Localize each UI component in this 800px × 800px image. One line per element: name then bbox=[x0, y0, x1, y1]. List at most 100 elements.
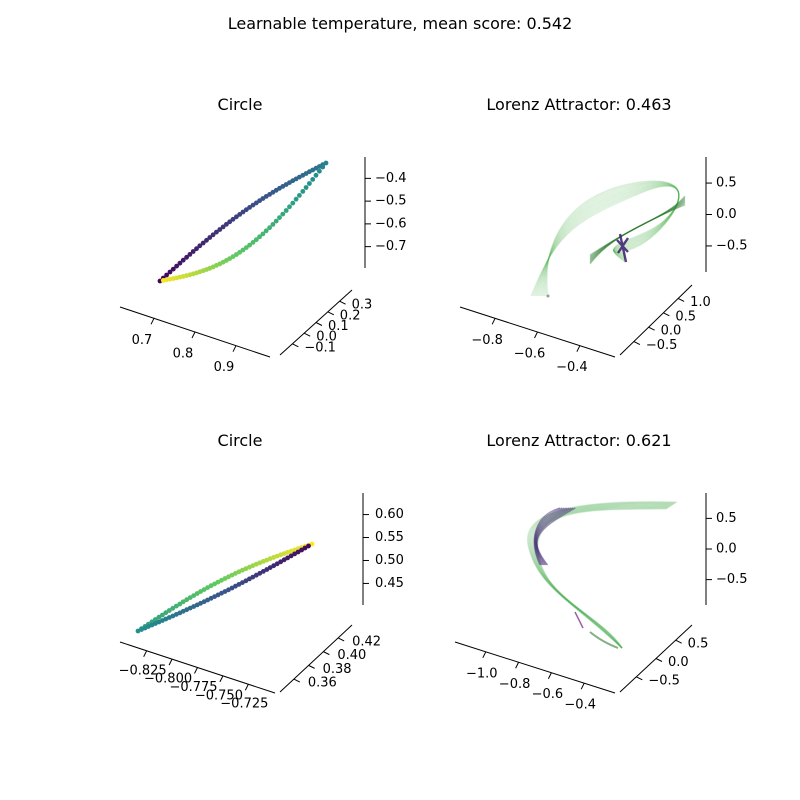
circle2-z-axis-tick-label: 0.45 bbox=[375, 576, 404, 591]
circle1-x-axis-tick bbox=[232, 345, 237, 352]
lorenz2-trajectory bbox=[535, 506, 669, 649]
lorenz1-y-axis-tick-label: 1.0 bbox=[690, 295, 711, 310]
circle2-point bbox=[292, 551, 297, 557]
lorenz2-core bbox=[535, 507, 570, 566]
circle1-point bbox=[220, 224, 226, 230]
lorenz2-core bbox=[534, 507, 567, 566]
circle1-point bbox=[234, 214, 239, 220]
circle1-point bbox=[177, 260, 183, 266]
lorenz1-core bbox=[616, 233, 629, 263]
circle1-point bbox=[287, 204, 292, 210]
lorenz2-trajectory bbox=[526, 500, 678, 649]
lorenz2-trajectory bbox=[537, 508, 667, 649]
panel-lorenz-top: −0.8−0.6−0.4−0.50.00.51.00.50.0−0.5 bbox=[459, 157, 748, 375]
circle1-point bbox=[267, 225, 272, 231]
lorenz2-z-axis-tick-label: −0.5 bbox=[716, 572, 748, 587]
panel-title-3: Circle bbox=[218, 431, 263, 450]
circle1-x-axis-tick-label: 0.9 bbox=[214, 360, 235, 375]
lorenz1-trajectory bbox=[589, 197, 686, 263]
circle2-point bbox=[257, 570, 263, 576]
circle1-point bbox=[237, 212, 243, 217]
circle2-x-axis-tick bbox=[168, 658, 173, 666]
circle1-point bbox=[297, 193, 302, 198]
circle2-y-axis-tick bbox=[293, 678, 301, 683]
circle2-x-axis-tick bbox=[219, 675, 224, 683]
circle2-point bbox=[180, 599, 186, 605]
panel-circle-bottom: −0.825−0.800−0.775−0.750−0.7250.360.380.… bbox=[119, 493, 404, 712]
circle2-z-axis-tick-label: 0.50 bbox=[375, 553, 404, 568]
circle2-y-axis-line bbox=[279, 624, 353, 693]
circle2-point bbox=[267, 565, 273, 570]
circle1-point bbox=[224, 221, 229, 227]
circle2-point bbox=[170, 605, 176, 611]
lorenz1-trajectory bbox=[589, 202, 686, 258]
lorenz2-trajectory bbox=[530, 503, 674, 649]
circle1-point bbox=[263, 228, 269, 234]
lorenz2-z-axis-tick-label: 0.0 bbox=[716, 542, 737, 557]
circle1-point bbox=[187, 252, 193, 257]
lorenz1-trajectory bbox=[589, 199, 686, 261]
circle1-point bbox=[247, 205, 253, 210]
lorenz2-trajectory bbox=[534, 506, 670, 649]
lorenz1-y-axis-tick-label: −0.5 bbox=[646, 338, 678, 353]
circle2-point bbox=[173, 603, 179, 609]
circle1-point bbox=[303, 185, 309, 190]
circle2-x-axis-tick bbox=[244, 684, 249, 691]
circle1-y-axis-tick-label: 0.3 bbox=[352, 298, 373, 313]
circle1-x-axis-tick-label: 0.7 bbox=[132, 333, 153, 348]
lorenz1-y-axis-tick-label: 0.0 bbox=[661, 324, 682, 339]
circle1-y-axis-tick bbox=[339, 300, 346, 305]
circle1-z-axis-tick-label: −0.6 bbox=[375, 216, 407, 231]
circle2-y-axis-tick-label: 0.38 bbox=[323, 662, 352, 677]
circle1-point bbox=[204, 237, 209, 243]
lorenz2-y-axis-tick-label: 0.5 bbox=[688, 637, 709, 652]
lorenz2-x-axis-tick-label: −0.8 bbox=[499, 677, 531, 692]
circle2-z-axis-tick-label: 0.60 bbox=[375, 507, 404, 522]
lorenz2-trajectory bbox=[529, 502, 675, 649]
circle1-point bbox=[214, 229, 219, 235]
lorenz1-trajectory bbox=[589, 203, 686, 257]
lorenz1-y-axis-tick-label: 0.5 bbox=[675, 309, 696, 324]
circle1-point bbox=[197, 243, 203, 249]
lorenz2-y-axis-tick-label: 0.0 bbox=[668, 655, 689, 670]
circle1-point bbox=[313, 172, 319, 178]
lorenz1-x-axis-tick bbox=[576, 345, 581, 352]
circle1-y-axis-tick bbox=[292, 343, 299, 348]
circle1-point bbox=[307, 181, 312, 186]
circle2-x-axis-tick bbox=[143, 650, 148, 657]
lorenz2-trajectory bbox=[531, 504, 673, 649]
circle1-point bbox=[160, 278, 166, 283]
circle1-x-axis-tick bbox=[150, 318, 155, 325]
lorenz2-x-axis-tick-label: −0.6 bbox=[532, 687, 564, 702]
circle2-x-axis-tick-label: −0.725 bbox=[220, 697, 268, 712]
circle2-x-axis-tick-label: −0.825 bbox=[119, 663, 167, 678]
circle1-point bbox=[253, 237, 259, 243]
circle1-point bbox=[210, 232, 216, 238]
lorenz2-x-axis-tick bbox=[515, 662, 520, 669]
lorenz2-y-axis-tick bbox=[675, 639, 682, 644]
circle1-point bbox=[217, 227, 223, 232]
circle2-point bbox=[243, 578, 249, 584]
lorenz2-trajectory bbox=[533, 505, 672, 649]
lorenz2-core bbox=[536, 507, 576, 566]
circle1-point bbox=[290, 200, 296, 206]
lorenz2-trajectory bbox=[536, 507, 669, 649]
circle1-y-axis-tick-label: −0.1 bbox=[304, 340, 336, 355]
lorenz2-z-axis-tick-label: 0.5 bbox=[716, 511, 737, 526]
circle2-point bbox=[274, 561, 280, 567]
lorenz1-trajectory bbox=[589, 200, 686, 260]
lorenz2-core bbox=[534, 507, 563, 566]
panel-title-1: Circle bbox=[218, 95, 263, 114]
circle2-point bbox=[205, 585, 211, 590]
lorenz1-y-axis-tick bbox=[648, 326, 655, 331]
lorenz1-start-point bbox=[546, 294, 550, 298]
circle1-point bbox=[310, 177, 316, 182]
circle2-point bbox=[191, 593, 197, 598]
circle1-point bbox=[247, 242, 253, 248]
lorenz2-trajectory bbox=[536, 507, 668, 649]
circle1-point bbox=[180, 257, 186, 263]
lorenz1-trajectory bbox=[589, 204, 686, 256]
circle1-y-axis-tick bbox=[315, 322, 323, 326]
circle2-point bbox=[253, 572, 259, 578]
circle2-x-axis-tick-label: −0.750 bbox=[195, 688, 243, 703]
